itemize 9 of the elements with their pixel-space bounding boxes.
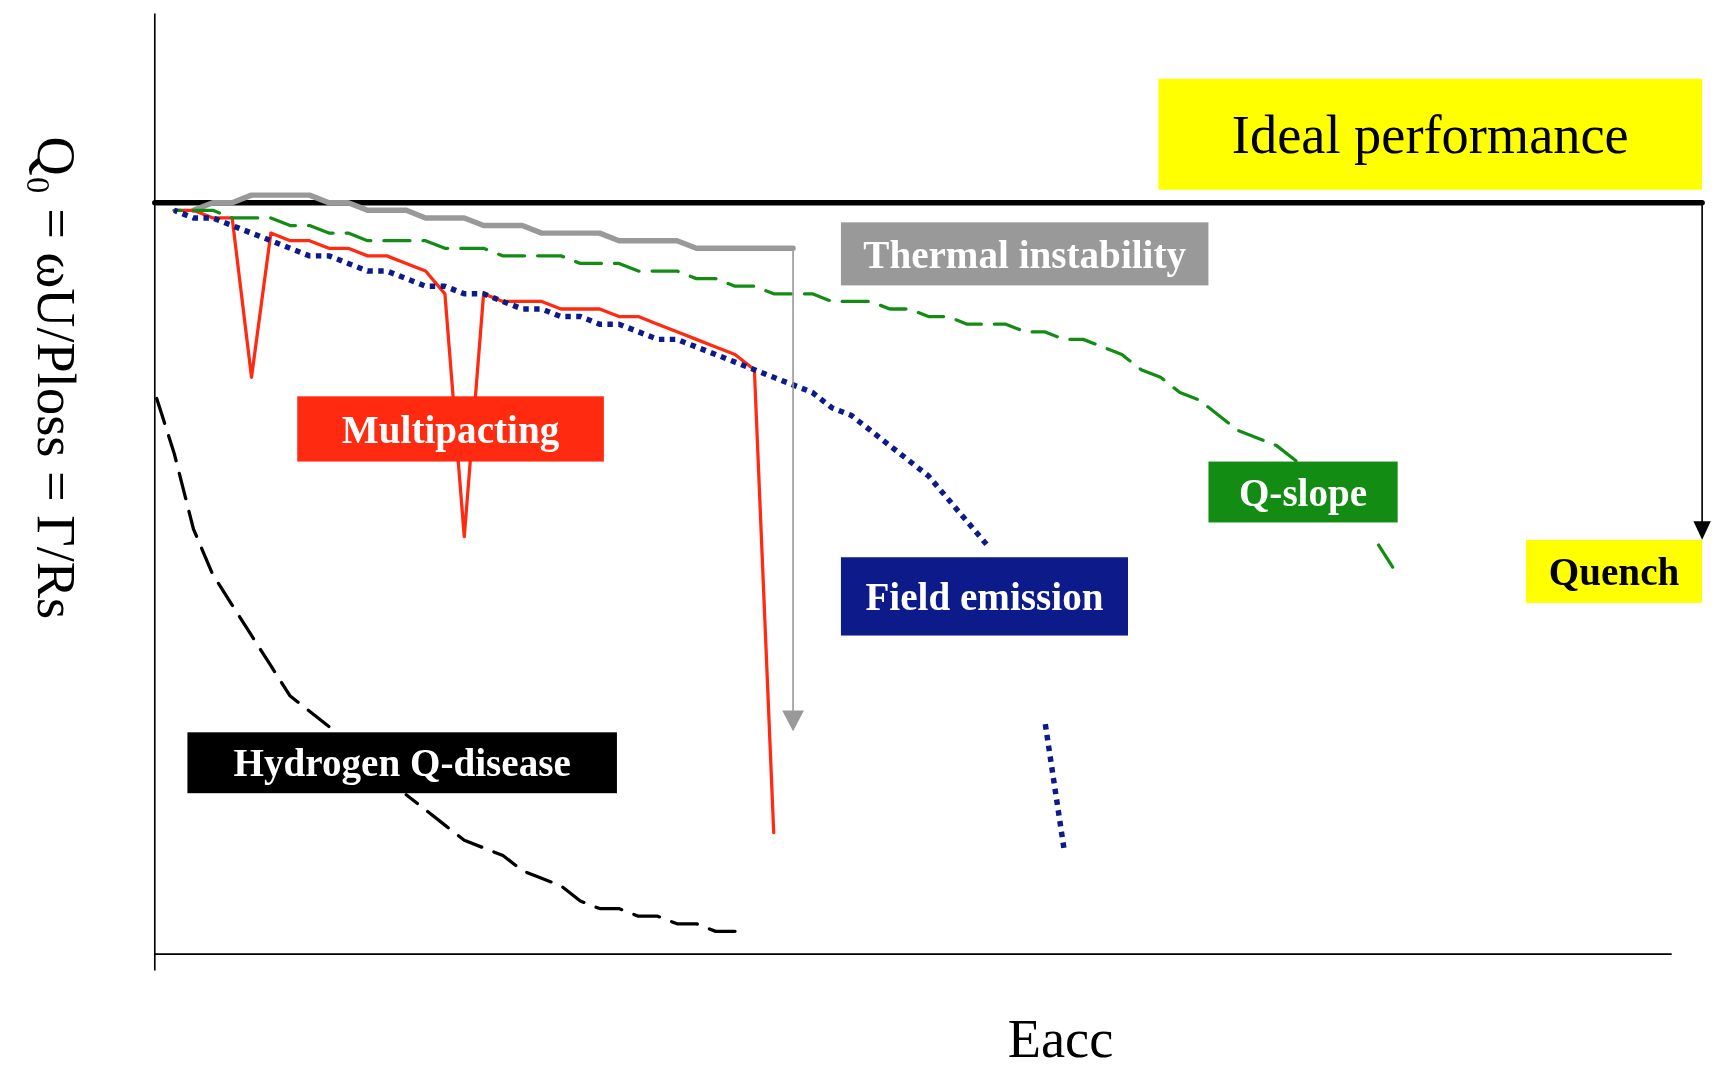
annotation: Quench	[1548, 550, 1680, 594]
series-label: Thermal instability	[863, 232, 1187, 277]
y-axis-title: Q₀ = ωU/Ploss = Γ/Rs	[26, 136, 87, 620]
series-label: Ideal performance	[1231, 105, 1629, 166]
series-label: Q-slope	[1238, 470, 1368, 515]
series-label: Multipacting	[341, 407, 560, 452]
series-label: Field emission	[865, 575, 1104, 619]
x-axis-title: Eacc	[1007, 1009, 1114, 1065]
series-label: Hydrogen Q-disease	[233, 741, 571, 786]
